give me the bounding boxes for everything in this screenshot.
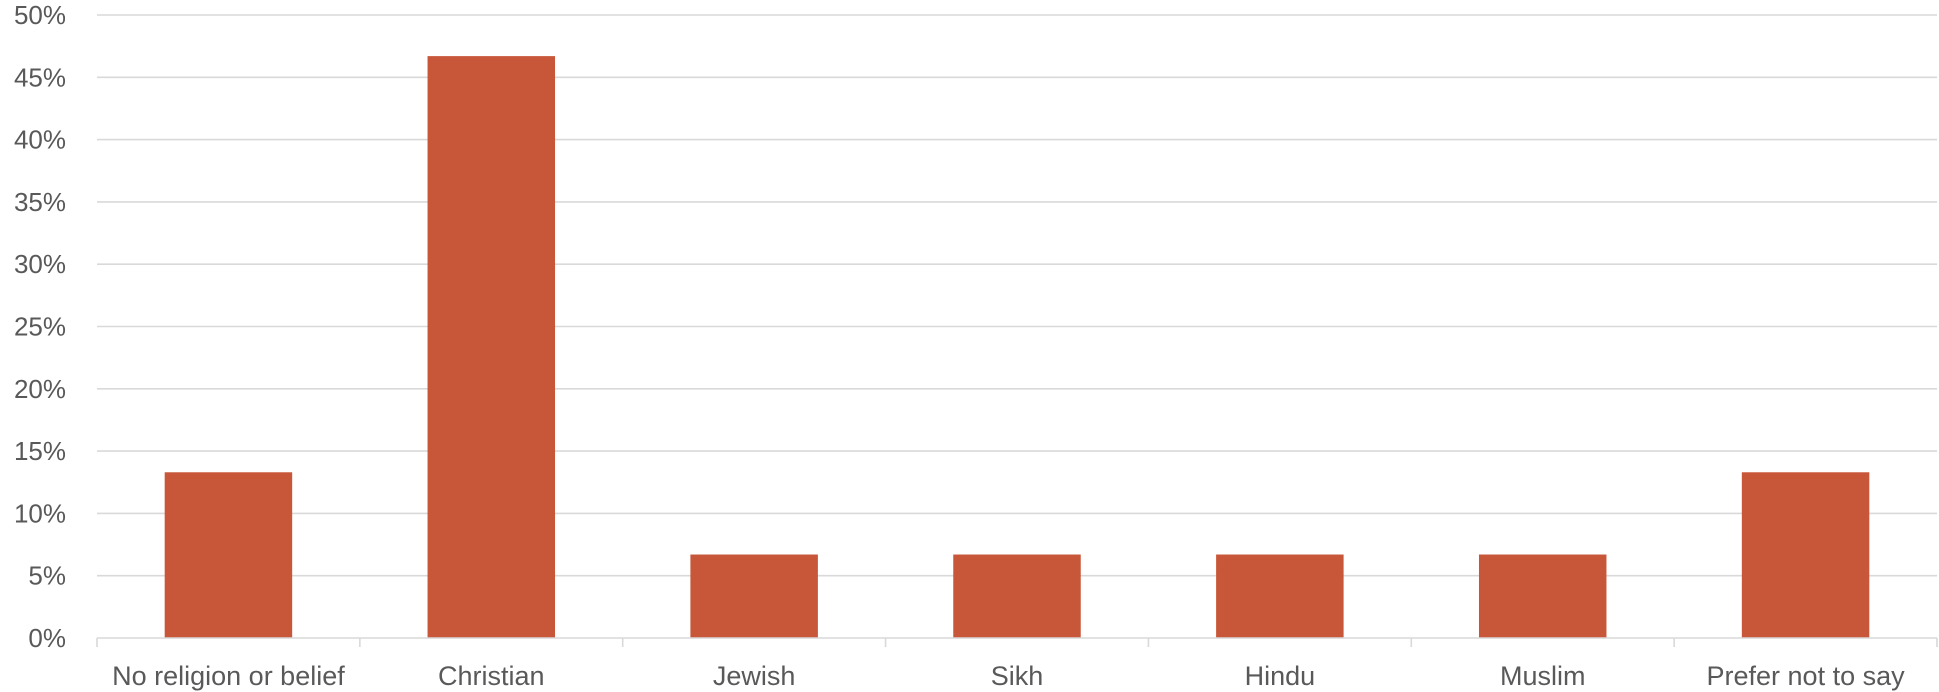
bar-hindu — [1216, 554, 1344, 638]
bar-jewish — [690, 554, 818, 638]
y-tick-label-40: 40% — [14, 125, 66, 155]
bar-prefer-not-to-say — [1741, 472, 1870, 638]
x-axis — [96, 637, 1938, 647]
x-axis-category-labels: No religion or belief Christian Jewish Sikh… — [112, 661, 1905, 691]
y-tick-label-35: 35% — [14, 187, 66, 217]
y-tick-label-20: 20% — [14, 374, 66, 404]
x-category-label-prefer-not-to-say: Prefer not to say — [1707, 661, 1906, 691]
y-tick-label-50: 50% — [14, 0, 66, 30]
bar-christian — [427, 56, 556, 639]
y-axis-tick-labels: 0% 5% 10% 15% 20% 25% 30% 35% 40% 45% 50% — [14, 0, 66, 653]
bar-muslim — [1478, 554, 1607, 638]
y-tick-label-15: 15% — [14, 436, 66, 466]
gridlines — [97, 14, 1937, 577]
x-category-label-sikh: Sikh — [991, 661, 1044, 691]
x-category-label-no-religion-or-belief: No religion or belief — [112, 661, 345, 691]
x-category-label-muslim: Muslim — [1500, 661, 1586, 691]
x-category-label-jewish: Jewish — [713, 661, 796, 691]
y-tick-label-45: 45% — [14, 62, 66, 92]
x-category-label-hindu: Hindu — [1245, 661, 1316, 691]
y-tick-label-25: 25% — [14, 312, 66, 342]
bar-no-religion-or-belief — [164, 472, 293, 638]
y-tick-label-5: 5% — [28, 561, 66, 591]
bars — [164, 56, 1870, 639]
y-tick-label-10: 10% — [14, 498, 66, 528]
bar-sikh — [953, 554, 1081, 638]
y-tick-label-30: 30% — [14, 249, 66, 279]
y-tick-label-0: 0% — [28, 623, 66, 653]
x-category-label-christian: Christian — [438, 661, 545, 691]
